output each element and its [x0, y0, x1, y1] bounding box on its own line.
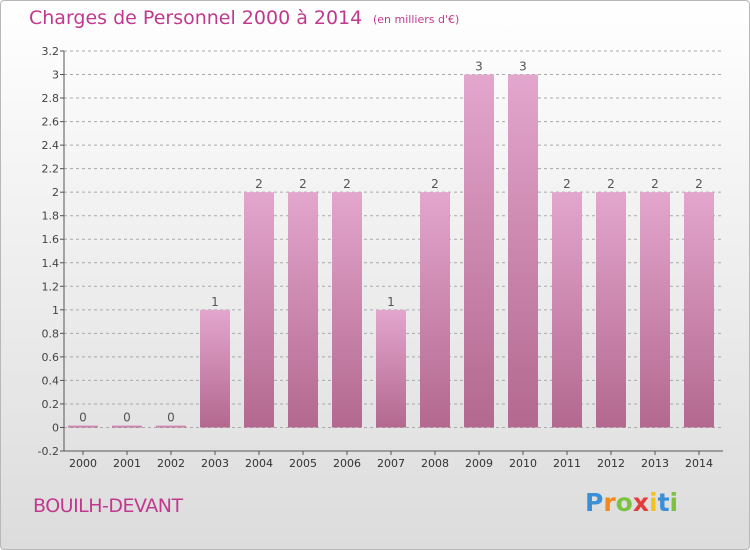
bar	[332, 192, 362, 428]
data-label: 0	[167, 410, 175, 424]
x-tick-label: 2011	[553, 457, 581, 470]
data-label: 3	[475, 60, 483, 74]
x-tick-label: 2010	[509, 457, 537, 470]
x-tick-label: 2013	[641, 457, 669, 470]
chart-title: Charges de Personnel 2000 à 2014	[29, 7, 363, 29]
y-tick-label: 2	[52, 186, 59, 199]
bar	[244, 192, 274, 428]
y-tick-label: 2.2	[42, 163, 60, 176]
bar	[200, 309, 230, 428]
x-tick-label: 2003	[201, 457, 229, 470]
x-tick-label: 2008	[421, 457, 449, 470]
x-tick-label: 2009	[465, 457, 493, 470]
bar	[420, 192, 450, 428]
logo-letter: i	[649, 488, 658, 517]
logo-letter: t	[657, 488, 670, 517]
bar	[156, 425, 186, 428]
y-tick-label: 2.6	[42, 116, 60, 129]
data-label: 2	[255, 177, 263, 191]
data-label: 0	[79, 410, 87, 424]
bar	[508, 74, 538, 428]
y-tick-label: 1	[52, 304, 59, 317]
data-label: 2	[651, 177, 659, 191]
y-tick-label: 3	[52, 69, 59, 82]
x-tick-label: 2006	[333, 457, 361, 470]
y-tick-label: 2.4	[42, 139, 60, 152]
data-label: 1	[211, 295, 219, 309]
y-tick-label: 1.6	[42, 233, 60, 246]
data-label: 2	[431, 177, 439, 191]
bar	[596, 192, 626, 428]
logo-letter: x	[632, 488, 649, 517]
commune-name: BOUILH-DEVANT	[33, 495, 183, 517]
x-tick-label: 2004	[245, 457, 273, 470]
x-tick-label: 2014	[685, 457, 713, 470]
y-tick-label: 0.6	[42, 351, 60, 364]
y-tick-label: 0.2	[42, 398, 60, 411]
x-tick-label: 2002	[157, 457, 185, 470]
data-label: 2	[695, 177, 703, 191]
bar	[376, 309, 406, 428]
bar	[464, 74, 494, 428]
logo-letter: r	[603, 488, 616, 517]
logo-letter: P	[585, 488, 604, 517]
x-tick-label: 2007	[377, 457, 405, 470]
bar	[288, 192, 318, 428]
x-tick-label: 2000	[69, 457, 97, 470]
x-tick-label: 2012	[597, 457, 625, 470]
bar	[552, 192, 582, 428]
axes	[60, 50, 723, 455]
x-tick-label: 2005	[289, 457, 317, 470]
y-tick-label: 0	[52, 421, 59, 434]
data-label: 0	[123, 410, 131, 424]
y-tick-label: 1.4	[42, 257, 60, 270]
data-label: 1	[387, 295, 395, 309]
bar	[684, 192, 714, 428]
data-label: 3	[519, 60, 527, 74]
bar	[640, 192, 670, 428]
y-tick-label: 2.8	[42, 92, 60, 105]
bar	[68, 425, 98, 428]
y-tick-label: 3.2	[42, 45, 60, 58]
y-tick-label: 1.8	[42, 210, 60, 223]
y-tick-label: -0.2	[38, 445, 59, 458]
y-tick-label: 0.8	[42, 327, 60, 340]
logo-letter: o	[615, 488, 633, 517]
bar	[112, 425, 142, 428]
data-label: 2	[607, 177, 615, 191]
data-label: 2	[299, 177, 307, 191]
data-label: 2	[563, 177, 571, 191]
y-tick-label: 1.2	[42, 280, 60, 293]
data-label: 2	[343, 177, 351, 191]
proxiti-logo: Proxiti	[585, 488, 678, 517]
logo-letter: i	[669, 488, 679, 517]
labels: 3.2 3 2.8 2.6 2.4 2.2 2 1.8 1.6 1.4 1.2 1 0.8 0.6 0.4 0…	[38, 45, 713, 470]
unit-note: (en milliers d'€)	[373, 13, 460, 26]
y-tick-label: 0.4	[42, 374, 60, 387]
bars	[68, 74, 714, 428]
x-tick-label: 2001	[113, 457, 141, 470]
